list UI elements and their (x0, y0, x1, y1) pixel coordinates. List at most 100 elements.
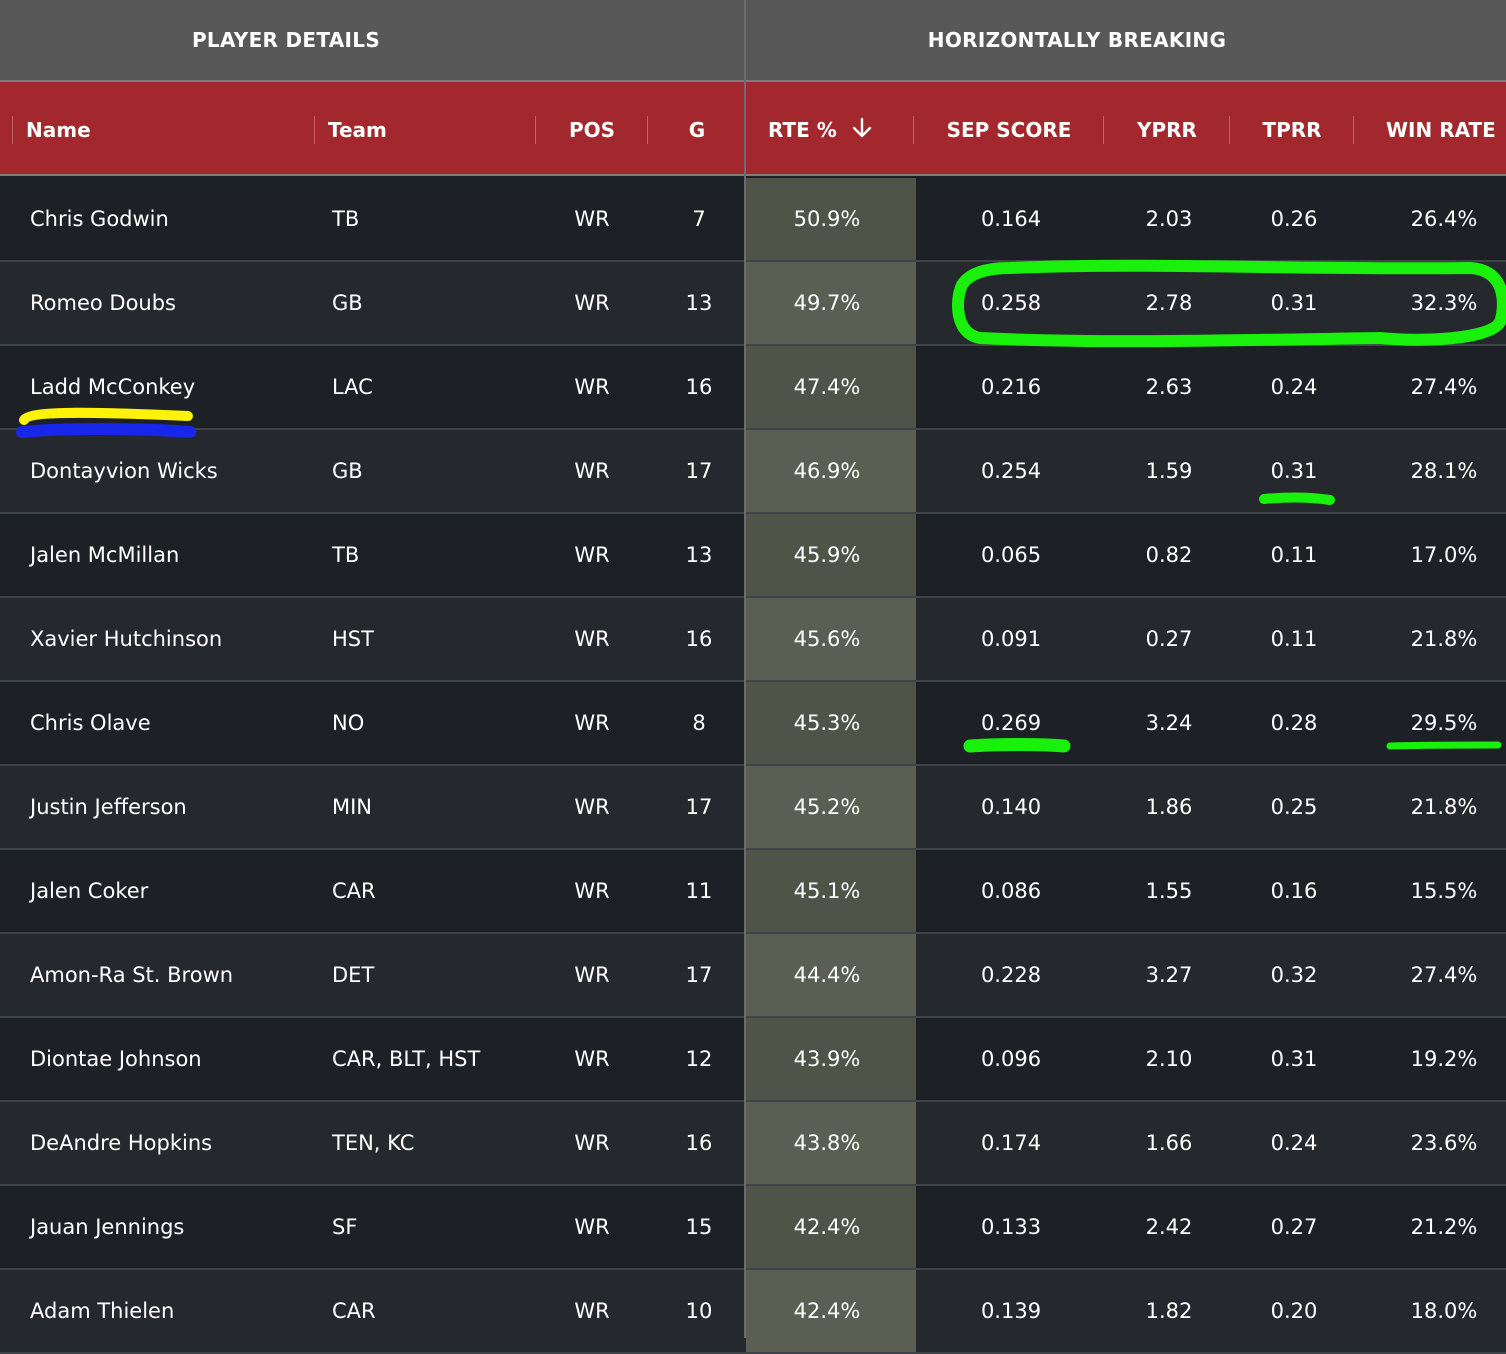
player-team: SF (332, 1215, 358, 1239)
player-name[interactable]: Jalen Coker (30, 879, 149, 903)
player-games: 13 (685, 543, 713, 567)
player-pos: WR (574, 627, 610, 651)
player-games: 16 (685, 375, 713, 399)
player-win-rate: 29.5% (1410, 711, 1478, 735)
column-header-yprr[interactable]: YPRR (1137, 118, 1197, 142)
table-row[interactable]: Xavier Hutchinson HST WR 16 45.6% 0.091 … (0, 598, 1506, 682)
column-header-row: Name Team POS G RTE % SEP SCORE YPRR TPR… (0, 80, 1506, 176)
player-win-rate: 26.4% (1410, 207, 1478, 231)
column-header-rte-label: RTE % (768, 118, 837, 142)
player-tprr: 0.24 (1270, 375, 1318, 399)
player-name[interactable]: Romeo Doubs (30, 291, 176, 315)
player-yprr: 0.27 (1145, 627, 1193, 651)
column-separator (314, 116, 315, 144)
table-row[interactable]: Jauan Jennings SF WR 15 42.4% 0.133 2.42… (0, 1186, 1506, 1270)
player-games: 16 (685, 1131, 713, 1155)
player-rte: 50.9% (793, 207, 861, 231)
player-sep-score: 0.096 (980, 1047, 1042, 1071)
player-sep-score: 0.269 (980, 711, 1042, 735)
player-games: 7 (692, 207, 706, 231)
table-row[interactable]: Adam Thielen CAR WR 10 42.4% 0.139 1.82 … (0, 1270, 1506, 1354)
player-rte: 47.4% (793, 375, 861, 399)
player-name[interactable]: Chris Godwin (30, 207, 169, 231)
player-rte: 42.4% (793, 1299, 861, 1323)
player-team: MIN (332, 795, 373, 819)
table-row[interactable]: Jalen McMillan TB WR 13 45.9% 0.065 0.82… (0, 514, 1506, 598)
table-row[interactable]: Dontayvion Wicks GB WR 17 46.9% 0.254 1.… (0, 430, 1506, 514)
player-pos: WR (574, 879, 610, 903)
column-header-name[interactable]: Name (26, 118, 91, 142)
player-name[interactable]: Ladd McConkey (30, 375, 196, 399)
column-header-pos[interactable]: POS (568, 118, 616, 142)
player-pos: WR (574, 1131, 610, 1155)
player-games: 8 (692, 711, 706, 735)
player-tprr: 0.11 (1270, 627, 1318, 651)
player-yprr: 3.24 (1145, 711, 1193, 735)
column-header-rte[interactable]: RTE % (768, 82, 873, 178)
player-win-rate: 21.8% (1410, 795, 1478, 819)
table-row[interactable]: Chris Godwin TB WR 7 50.9% 0.164 2.03 0.… (0, 178, 1506, 262)
player-tprr: 0.26 (1270, 207, 1318, 231)
column-header-tprr[interactable]: TPRR (1262, 118, 1322, 142)
player-team: CAR, BLT, HST (332, 1047, 481, 1071)
column-header-team[interactable]: Team (328, 118, 387, 142)
column-header-g[interactable]: G (688, 118, 706, 142)
player-rte: 45.1% (793, 879, 861, 903)
player-yprr: 2.10 (1145, 1047, 1193, 1071)
player-name[interactable]: Jauan Jennings (30, 1215, 185, 1239)
player-name[interactable]: Dontayvion Wicks (30, 459, 218, 483)
player-win-rate: 32.3% (1410, 291, 1478, 315)
column-header-sep-score[interactable]: SEP SCORE (946, 118, 1072, 142)
player-team: CAR (332, 1299, 376, 1323)
column-separator (1229, 116, 1230, 144)
player-tprr: 0.31 (1270, 459, 1318, 483)
player-sep-score: 0.228 (980, 963, 1042, 987)
player-name[interactable]: DeAndre Hopkins (30, 1131, 213, 1155)
player-yprr: 2.78 (1145, 291, 1193, 315)
rte-highlight-cell (746, 1186, 916, 1268)
table-row[interactable]: Justin Jefferson MIN WR 17 45.2% 0.140 1… (0, 766, 1506, 850)
rte-highlight-cell (746, 850, 916, 932)
player-yprr: 2.03 (1145, 207, 1193, 231)
player-sep-score: 0.164 (980, 207, 1042, 231)
player-sep-score: 0.065 (980, 543, 1042, 567)
player-name[interactable]: Justin Jefferson (30, 795, 187, 819)
player-name[interactable]: Adam Thielen (30, 1299, 175, 1323)
column-separator (1103, 116, 1104, 144)
table-row[interactable]: Amon-Ra St. Brown DET WR 17 44.4% 0.228 … (0, 934, 1506, 1018)
player-team: GB (332, 459, 363, 483)
group-header-horizontally-breaking: HORIZONTALLY BREAKING (927, 28, 1227, 52)
player-rte: 42.4% (793, 1215, 861, 1239)
player-games: 12 (685, 1047, 713, 1071)
player-team: NO (332, 711, 365, 735)
table-row[interactable]: DeAndre Hopkins TEN, KC WR 16 43.8% 0.17… (0, 1102, 1506, 1186)
player-sep-score: 0.140 (980, 795, 1042, 819)
player-name[interactable]: Diontae Johnson (30, 1047, 202, 1071)
player-name[interactable]: Jalen McMillan (30, 543, 180, 567)
player-tprr: 0.11 (1270, 543, 1318, 567)
player-yprr: 1.55 (1145, 879, 1193, 903)
player-win-rate: 23.6% (1410, 1131, 1478, 1155)
player-name[interactable]: Amon-Ra St. Brown (30, 963, 234, 987)
player-pos: WR (574, 1215, 610, 1239)
table-row[interactable]: Romeo Doubs GB WR 13 49.7% 0.258 2.78 0.… (0, 262, 1506, 346)
rte-highlight-cell (746, 430, 916, 512)
table-row[interactable]: Chris Olave NO WR 8 45.3% 0.269 3.24 0.2… (0, 682, 1506, 766)
player-rte: 45.6% (793, 627, 861, 651)
arrow-down-icon[interactable] (851, 117, 873, 144)
player-name[interactable]: Xavier Hutchinson (30, 627, 223, 651)
player-team: TEN, KC (332, 1131, 415, 1155)
player-pos: WR (574, 375, 610, 399)
group-header-bar: PLAYER DETAILS HORIZONTALLY BREAKING (0, 0, 1506, 80)
player-tprr: 0.24 (1270, 1131, 1318, 1155)
player-tprr: 0.16 (1270, 879, 1318, 903)
table-row[interactable]: Diontae Johnson CAR, BLT, HST WR 12 43.9… (0, 1018, 1506, 1102)
table-row[interactable]: Jalen Coker CAR WR 11 45.1% 0.086 1.55 0… (0, 850, 1506, 934)
table-row[interactable]: Ladd McConkey LAC WR 16 47.4% 0.216 2.63… (0, 346, 1506, 430)
player-sep-score: 0.091 (980, 627, 1042, 651)
player-yprr: 1.86 (1145, 795, 1193, 819)
player-name[interactable]: Chris Olave (30, 711, 151, 735)
player-team: TB (332, 207, 360, 231)
column-header-win-rate[interactable]: WIN RATE (1386, 118, 1496, 142)
player-tprr: 0.27 (1270, 1215, 1318, 1239)
